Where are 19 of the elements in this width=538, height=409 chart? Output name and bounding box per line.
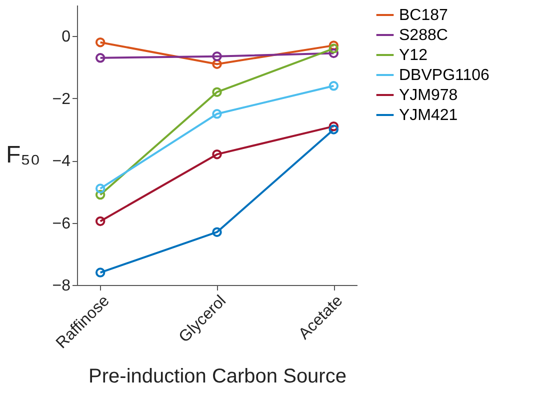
- point: [212, 149, 222, 160]
- legend-label: YJM421: [399, 107, 458, 124]
- y-tick-label: 0: [62, 28, 71, 46]
- y-tick-label: −6: [52, 215, 71, 232]
- point: [212, 87, 222, 97]
- point: [212, 51, 222, 62]
- legend-label: Y12: [399, 47, 428, 64]
- y-tick-label: −2: [52, 90, 71, 108]
- legend-label: YJM978: [399, 87, 458, 104]
- x-axis-title: Pre-induction Carbon Source: [88, 365, 346, 388]
- point: [212, 59, 222, 69]
- y-tick-label: −8: [52, 278, 71, 294]
- point: [212, 227, 222, 237]
- legend-label: DBVPG1106: [399, 67, 490, 84]
- legend-label: BC187: [399, 7, 448, 24]
- y-tick-label: −4: [52, 153, 71, 170]
- point: [212, 109, 222, 119]
- y-axis-title: F₅₀: [6, 142, 40, 168]
- legend-label: S288C: [399, 27, 448, 44]
